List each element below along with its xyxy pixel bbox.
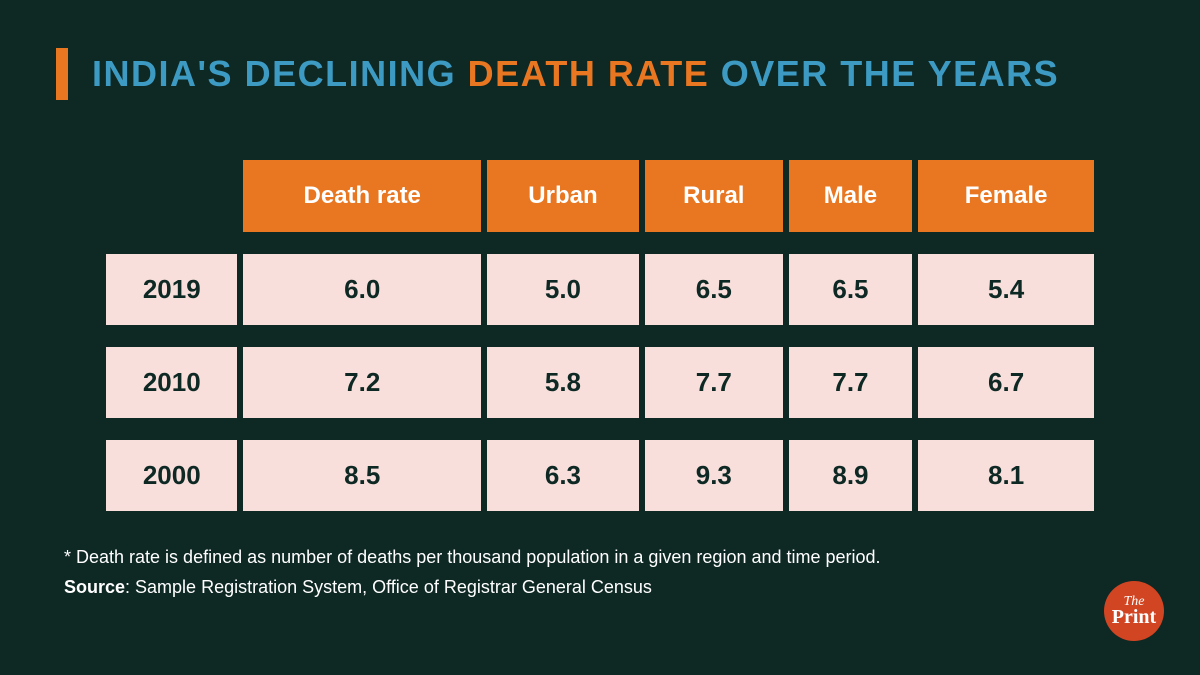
col-blank: [106, 160, 237, 232]
cell-value: 7.2: [243, 347, 480, 418]
source-label: Source: [64, 577, 125, 597]
cell-value: 6.5: [645, 254, 783, 325]
source-text: : Sample Registration System, Office of …: [125, 577, 652, 597]
page-title: INDIA'S DECLINING DEATH RATE OVER THE YE…: [92, 53, 1059, 95]
cell-year: 2000: [106, 440, 237, 511]
data-table-container: Death rate Urban Rural Male Female 2019 …: [100, 160, 1100, 511]
col-rural: Rural: [645, 160, 783, 232]
cell-year: 2010: [106, 347, 237, 418]
cell-value: 7.7: [789, 347, 913, 418]
cell-value: 5.4: [918, 254, 1094, 325]
footnote-source: Source: Sample Registration System, Offi…: [64, 572, 881, 603]
cell-year: 2019: [106, 254, 237, 325]
title-part1: INDIA'S DECLINING: [92, 53, 468, 94]
publisher-logo: The Print: [1104, 581, 1164, 641]
title-highlight: DEATH RATE: [468, 53, 710, 94]
footnote-definition: * Death rate is defined as number of dea…: [64, 542, 881, 573]
row-spacer: [106, 232, 1094, 254]
cell-value: 8.1: [918, 440, 1094, 511]
cell-value: 6.7: [918, 347, 1094, 418]
col-death-rate: Death rate: [243, 160, 480, 232]
cell-value: 6.3: [487, 440, 639, 511]
col-urban: Urban: [487, 160, 639, 232]
title-part2: OVER THE YEARS: [709, 53, 1059, 94]
col-male: Male: [789, 160, 913, 232]
death-rate-table: Death rate Urban Rural Male Female 2019 …: [100, 160, 1100, 511]
row-spacer: [106, 418, 1094, 440]
cell-value: 5.0: [487, 254, 639, 325]
table-row: 2010 7.2 5.8 7.7 7.7 6.7: [106, 347, 1094, 418]
title-bar: INDIA'S DECLINING DEATH RATE OVER THE YE…: [0, 0, 1200, 100]
logo-line2: Print: [1112, 608, 1156, 626]
table-row: 2019 6.0 5.0 6.5 6.5 5.4: [106, 254, 1094, 325]
table-row: 2000 8.5 6.3 9.3 8.9 8.1: [106, 440, 1094, 511]
cell-value: 5.8: [487, 347, 639, 418]
footnote: * Death rate is defined as number of dea…: [64, 542, 881, 603]
cell-value: 7.7: [645, 347, 783, 418]
table-header-row: Death rate Urban Rural Male Female: [106, 160, 1094, 232]
cell-value: 8.9: [789, 440, 913, 511]
accent-bar: [56, 48, 68, 100]
cell-value: 6.5: [789, 254, 913, 325]
col-female: Female: [918, 160, 1094, 232]
cell-value: 9.3: [645, 440, 783, 511]
cell-value: 6.0: [243, 254, 480, 325]
row-spacer: [106, 325, 1094, 347]
cell-value: 8.5: [243, 440, 480, 511]
